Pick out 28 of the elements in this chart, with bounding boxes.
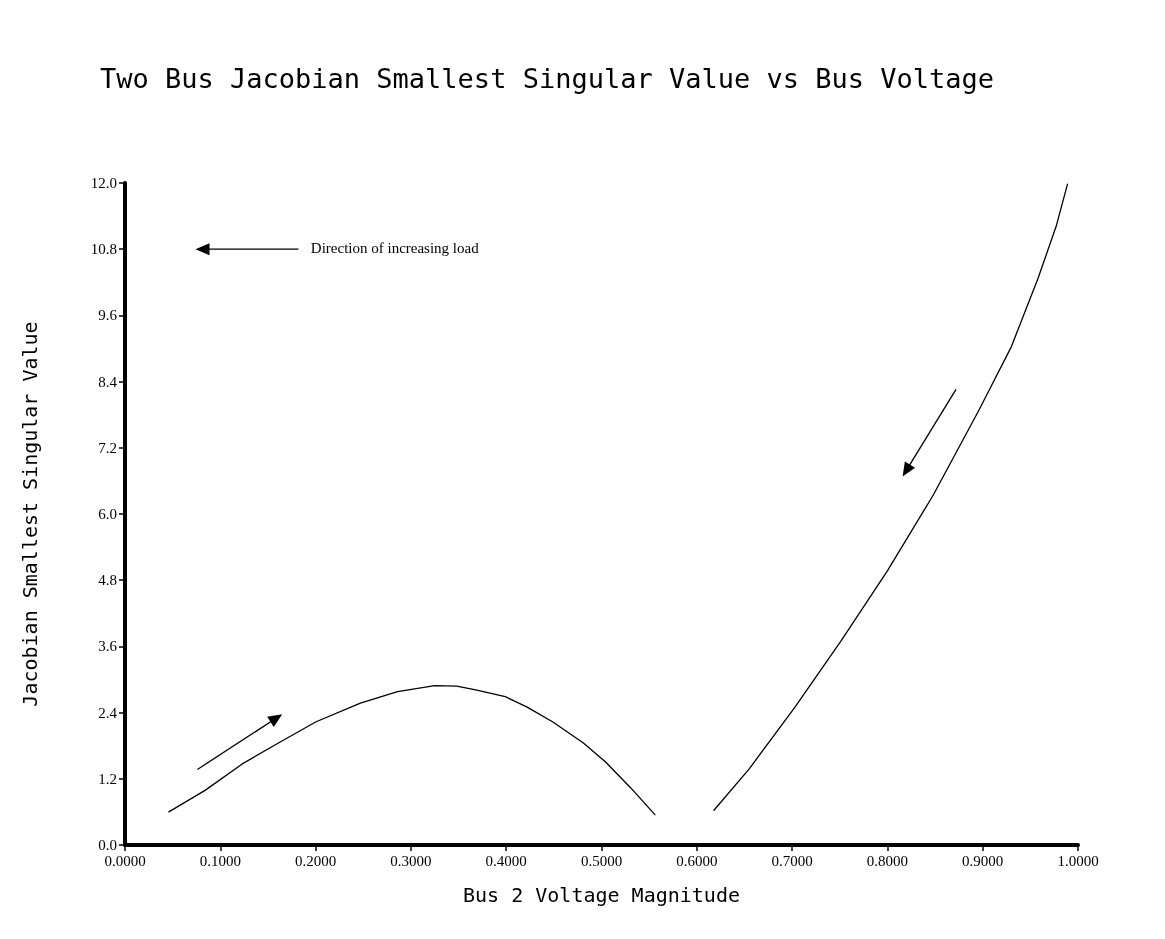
y-axis-title: Jacobian Smallest Singular Value	[18, 321, 42, 707]
y-tick-label: 6.0	[98, 506, 117, 522]
y-tick-label: 7.2	[98, 439, 117, 456]
y-tick-label: 1.2	[98, 770, 117, 787]
y-tick-label: 8.4	[98, 373, 118, 390]
x-tick-label: 0.9000	[962, 852, 1004, 869]
y-tick-label: 2.4	[98, 704, 118, 721]
x-tick-label: 0.6000	[676, 852, 718, 869]
x-tick-label: 0.4000	[485, 852, 527, 869]
chart-title: Two Bus Jacobian Smallest Singular Value vs Bus Voltage	[100, 63, 995, 94]
y-tick-label: 4.8	[98, 572, 117, 589]
line-series	[168, 684, 656, 816]
x-tick-label: 0.1000	[199, 852, 241, 869]
y-tick-label: 12.0	[90, 175, 117, 191]
x-tick-label: 0.7000	[771, 852, 813, 869]
x-tick-label: 0.3000	[390, 852, 432, 869]
y-tick-label: 10.8	[90, 241, 117, 258]
y-tick-label: 3.6	[98, 638, 118, 655]
y-tick-label: 9.6	[98, 307, 118, 324]
line-series	[713, 183, 1069, 811]
x-axis-title: Bus 2 Voltage Magnitude	[463, 883, 740, 907]
x-tick-label: 0.5000	[580, 852, 623, 869]
x-tick-label: 0.0000	[104, 852, 146, 869]
x-tick-label: 0.8000	[866, 852, 909, 869]
x-tick-label: 1.0000	[1057, 852, 1099, 869]
x-tick-label: 0.2000	[294, 852, 337, 869]
y-tick-label: 0.0	[98, 837, 117, 853]
annotation: Direction of increasing load	[310, 239, 480, 256]
